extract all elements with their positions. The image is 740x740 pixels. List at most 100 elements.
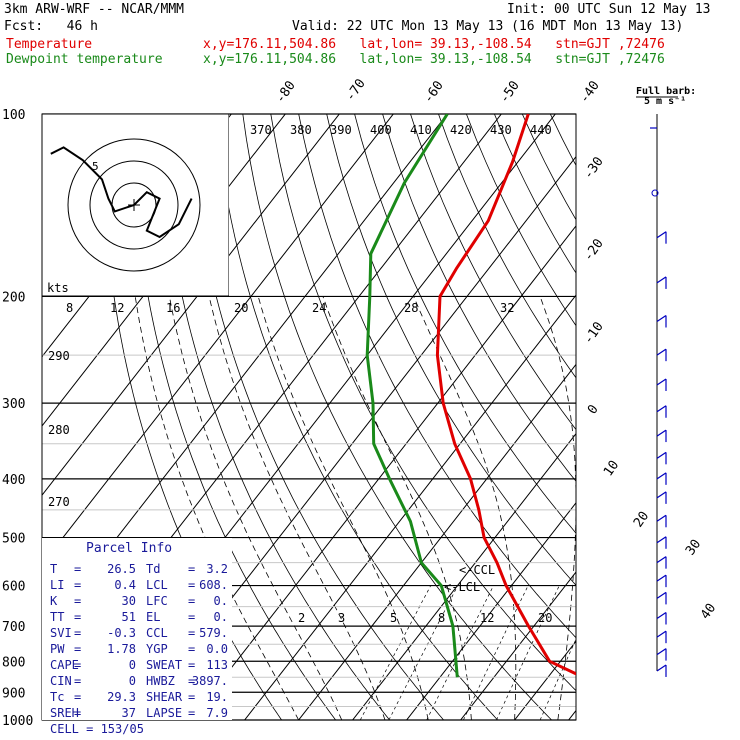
wet-bulb-label: 24 [312,301,326,315]
isotherm-label: -70 [343,76,369,104]
isotherm-label: -60 [421,78,447,106]
parcel-param-value: 3.2 [206,562,228,576]
hodograph-ring [67,138,201,272]
hodograph-ring-label: 5 [92,160,99,173]
parcel-param-value: 29.3 [107,690,136,704]
parcel-param-value: 19. [206,690,228,704]
parcel-equals: = [74,562,81,576]
wind-barb [656,591,667,599]
parcel-param-value: 579. [199,626,228,640]
isotherm-line [190,225,576,720]
theta-e-label: 390 [330,123,352,137]
dry-adiabat-line [521,114,576,221]
parcel-param-name: HWBZ [146,674,175,688]
isotherm-label: -80 [273,78,299,106]
pressure-tick-label: 600 [2,580,25,595]
parcel-param-value: 26.5 [107,562,136,576]
parcel-param-name: TT [50,610,64,624]
dry-adiabat-line [382,114,576,482]
wind-barb [656,429,667,437]
parcel-equals: = [74,594,81,608]
corner-region [576,530,740,720]
parcel-equals: = [188,578,195,592]
wind-barb [656,315,667,323]
temperature-legend: Temperature [6,37,93,52]
theta-e-label: 400 [370,123,392,137]
isotherm-line [352,432,576,720]
wind-barb [656,491,667,499]
parcel-param-value: 0. [214,594,228,608]
mixing-ratio-line [426,585,494,720]
parcel-equals: = [188,706,195,720]
wind-legend-units: 5 m s⁻¹ [644,96,686,107]
parcel-equals: = [188,642,195,656]
theta-e-label: 430 [490,123,512,137]
parcel-equals: = [74,626,81,640]
parcel-param-name: LAPSE [146,706,182,720]
parcel-equals: = [188,594,195,608]
parcel-cell-motion: CELL = 153/05 [50,722,144,736]
mixing-ratio-label: 12 [480,611,494,625]
isotherm-label: -20 [581,236,607,264]
isotherm-line [667,86,740,733]
parcel-param-value: 0.4 [114,578,136,592]
parcel-equals: = [74,658,81,672]
wind-barb [656,648,667,656]
wind-barb [656,630,667,638]
wet-bulb-label: 28 [404,301,418,315]
parcel-param-name: LCL [146,578,168,592]
wind-barb [656,664,667,672]
parcel-param-value: 37 [122,706,136,720]
wet-bulb-label: 8 [66,301,73,315]
isotherm-label: 10 [601,458,622,479]
moist-adiabat-line [208,296,386,720]
wet-bulb-label: 12 [110,301,124,315]
parcel-param-value: -0.3 [107,626,136,640]
theta-e-label: 440 [530,123,552,137]
dewpoint-location: x,y=176.11,504.86 lat,lon= 39.13,-108.54… [203,52,665,67]
parcel-param-name: SHEAR [146,690,183,704]
parcel-equals: = [188,626,195,640]
parcel-equals: = [188,610,195,624]
parcel-equals: = [74,690,81,704]
dry-adiabat-line [270,114,576,692]
parcel-param-value: 30 [122,594,136,608]
isotherm-line [244,294,576,720]
parcel-param-name: Td [146,562,160,576]
pressure-tick-label: 200 [2,290,25,305]
isotherm-line [514,640,576,720]
dry-adiabat-line [242,114,553,720]
moist-adiabat-line [413,296,517,720]
wind-barb [656,451,667,459]
mixing-ratio-line [359,585,432,720]
parcel-param-name: SVI [50,626,72,640]
wind-barb [656,514,667,522]
mixing-ratio-label: 3 [338,611,345,625]
parcel-info-title: Parcel Info [86,541,172,556]
dewpoint-profile-line [365,114,459,678]
theta-e-label: 370 [250,123,272,137]
isotherm-line [460,571,576,720]
pressure-tick-label: 500 [2,532,25,547]
parcel-param-name: LFC [146,594,168,608]
mixing-ratio-line [463,585,529,720]
parcel-param-value: 7.9 [206,706,228,720]
pressure-tick-label: 100 [2,108,25,123]
wind-legend-label: Full barb: [636,86,696,97]
parcel-equals: = [74,578,81,592]
pressure-tick-label: 1000 [2,714,33,729]
theta-e-label: 420 [450,123,472,137]
hodograph-units-label: kts [47,281,69,295]
forecast-hour: Fcst: 46 h [4,19,98,34]
ccl-label: <-CCL [459,563,495,577]
parcel-param-name: K [50,594,58,608]
wind-barb [656,405,667,413]
pressure-tick-label: 900 [2,686,25,701]
parcel-param-name: SREH [50,706,79,720]
mixing-ratio-line [539,638,576,720]
parcel-param-value: 113 [206,658,228,672]
wind-barb [656,574,667,582]
isotherm-label: 20 [631,509,652,530]
mixing-ratio-label: 20 [538,611,552,625]
parcel-param-name: LI [50,578,64,592]
